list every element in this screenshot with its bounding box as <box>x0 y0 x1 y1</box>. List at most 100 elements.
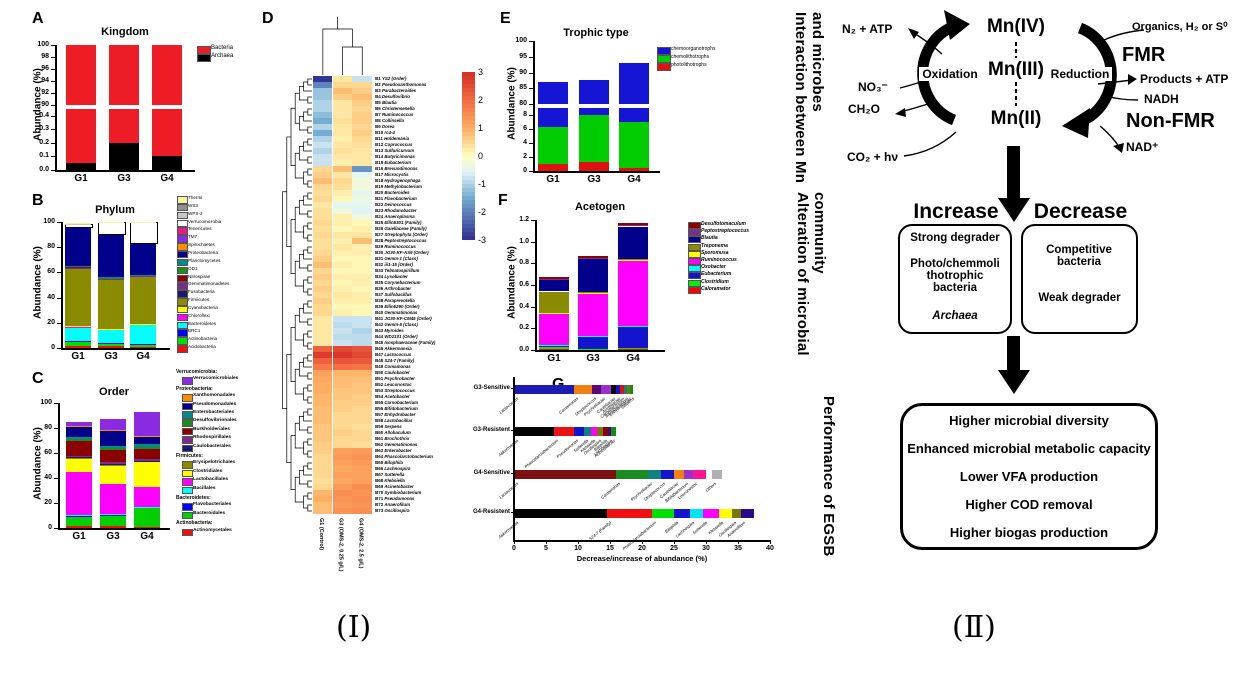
colorbar <box>462 120 475 125</box>
colorbar <box>462 108 475 113</box>
x-tick-label: 20 <box>638 545 646 552</box>
bar-segment-Actinomycetales <box>134 526 160 528</box>
heatmap-cell <box>352 286 372 292</box>
legend-label-Cyanobacteria: Cyanobacteria <box>188 304 218 310</box>
heatmap-cell <box>352 250 372 256</box>
heatmap-cell <box>313 412 333 418</box>
hbar-segment-Phascolarctobacterium <box>651 509 674 518</box>
legend-swatch-Enterobacteriales <box>182 411 193 419</box>
bar-segment-Peptostreptococcus <box>539 279 569 280</box>
hbar-segment-label: Comamonas <box>600 480 622 500</box>
colorbar <box>462 196 475 201</box>
legend-label-Burkholderiales: Burkholderiales <box>193 426 230 432</box>
legend-label-chemolithotrophs: chemolithotrophs <box>671 54 710 60</box>
reduction-label: Reduction <box>1048 67 1112 81</box>
heatmap-cell <box>332 496 352 502</box>
flow-arrow-1-head-icon <box>998 198 1030 222</box>
legend-swatch-Acidobacteria <box>177 345 188 353</box>
bar-segment-chemolithotrophs <box>579 115 609 162</box>
legend-swatch-Thermi <box>177 196 188 204</box>
heatmap-cell <box>352 88 372 94</box>
hbar-segment-gap <box>706 470 713 479</box>
bar-segment-Verrucomicrobia <box>65 223 93 229</box>
heatmap-cell <box>352 328 372 334</box>
legend-swatch-Sporomusa <box>688 250 701 258</box>
y-tick-label: 80 <box>47 243 55 251</box>
heatmap-cell <box>352 142 372 148</box>
hbar-segment-Phascolarctobacterium <box>553 427 574 436</box>
bar-segment-Sporomusa <box>578 292 608 294</box>
colorbar-tick-label: 0 <box>478 151 484 161</box>
heatmap-cell <box>332 82 352 88</box>
bar-segment-Nitrospirae <box>65 266 91 268</box>
y-tick <box>51 93 55 94</box>
hbar-segment-Caulobacter <box>674 470 684 479</box>
mn4-label: Mn(IV) <box>986 16 1046 37</box>
colorbar <box>462 76 475 81</box>
hbar-segment-Psychrobacter <box>648 470 662 479</box>
heatmap-cell <box>352 280 372 286</box>
dendrogram <box>282 17 363 512</box>
heatmap-row-label: B31 Gemm-1 (Class) <box>375 255 418 261</box>
legend-label-Caulobacterales: Caulobacterales <box>193 443 231 449</box>
bar-segment-Gemmatimonadetes <box>130 275 156 277</box>
bar-segment-Treponema <box>618 259 648 261</box>
bar-segment-Acidobacteria <box>65 346 91 348</box>
hbar-segment-Enhydrobacter <box>627 385 630 394</box>
bar-segment-Eubacterium <box>578 337 608 349</box>
heatmap-cell <box>332 328 352 334</box>
bar-segment-Eubacterium <box>618 326 648 349</box>
heatmap-cell <box>313 382 333 388</box>
legend-swatch-Peptostreptococcus <box>688 229 701 237</box>
bar-segment-Gemmatimonadetes <box>65 267 91 269</box>
panel-letter-d: D <box>262 10 274 27</box>
y-axis-line <box>535 220 537 350</box>
x-tick <box>514 541 515 544</box>
x-tick-label: 5 <box>544 545 548 552</box>
bar-segment-Oxobacter <box>539 345 569 346</box>
heatmap-cell <box>352 136 372 142</box>
x-category-label: G3 <box>586 353 600 364</box>
y-tick <box>57 322 61 324</box>
legend-label-Bacteroidales: Bacteroidales <box>193 510 226 516</box>
x-category-label: G3 <box>106 531 120 542</box>
legend-swatch-Spirochaetes <box>177 243 188 251</box>
bar-segment-Verrucomicrobiales <box>66 422 92 427</box>
heatmap-cell <box>332 88 352 94</box>
colorbar <box>462 236 475 241</box>
bar-segment-Eubacterium <box>539 345 569 347</box>
legend-label-Verrucomicrobiales: Verrucomicrobiales <box>193 376 239 382</box>
hbar-segment-label: Lactococcus <box>498 395 520 415</box>
nadh-label: NADH <box>1144 92 1179 106</box>
n2-arrowhead-icon <box>908 28 919 39</box>
legend-swatch-Erysipelotrichales <box>182 461 193 469</box>
y-axis-line <box>55 45 57 170</box>
heatmap-cell <box>352 190 372 196</box>
heatmap-cell <box>352 496 372 502</box>
heatmap-cell <box>352 430 372 436</box>
heatmap-row-label: B59 Serpens <box>375 423 402 429</box>
heatmap-cell <box>313 136 333 142</box>
colorbar <box>462 96 475 101</box>
heatmap-cell <box>313 94 333 100</box>
x-axis-line <box>535 350 665 352</box>
panel-letter-a: A <box>32 10 44 27</box>
y-tick <box>529 88 533 90</box>
organics-label: Organics, H₂ or S⁰ <box>1132 21 1228 33</box>
colorbar <box>462 140 475 145</box>
heatmap-cell <box>332 268 352 274</box>
oxidation-arrowhead-icon <box>944 10 970 40</box>
heatmap-cell <box>313 508 333 514</box>
heatmap-cell <box>352 466 372 472</box>
heatmap-row-label: B32 iii1-15 (Order) <box>375 261 413 267</box>
hbar-segment-Akkermansia <box>514 427 554 436</box>
performance-item: Enhanced microbial metabolic capacity <box>907 440 1151 456</box>
heatmap-cell <box>313 280 333 286</box>
legend-swatch-Firmicutes <box>177 298 188 306</box>
colorbar <box>462 200 475 205</box>
legend-label-Planctomycetes: Planctomycetes <box>188 257 221 263</box>
x-category-label: G4 <box>160 173 174 184</box>
x-category-label: G4 <box>136 351 150 362</box>
heatmap-cell <box>313 202 333 208</box>
